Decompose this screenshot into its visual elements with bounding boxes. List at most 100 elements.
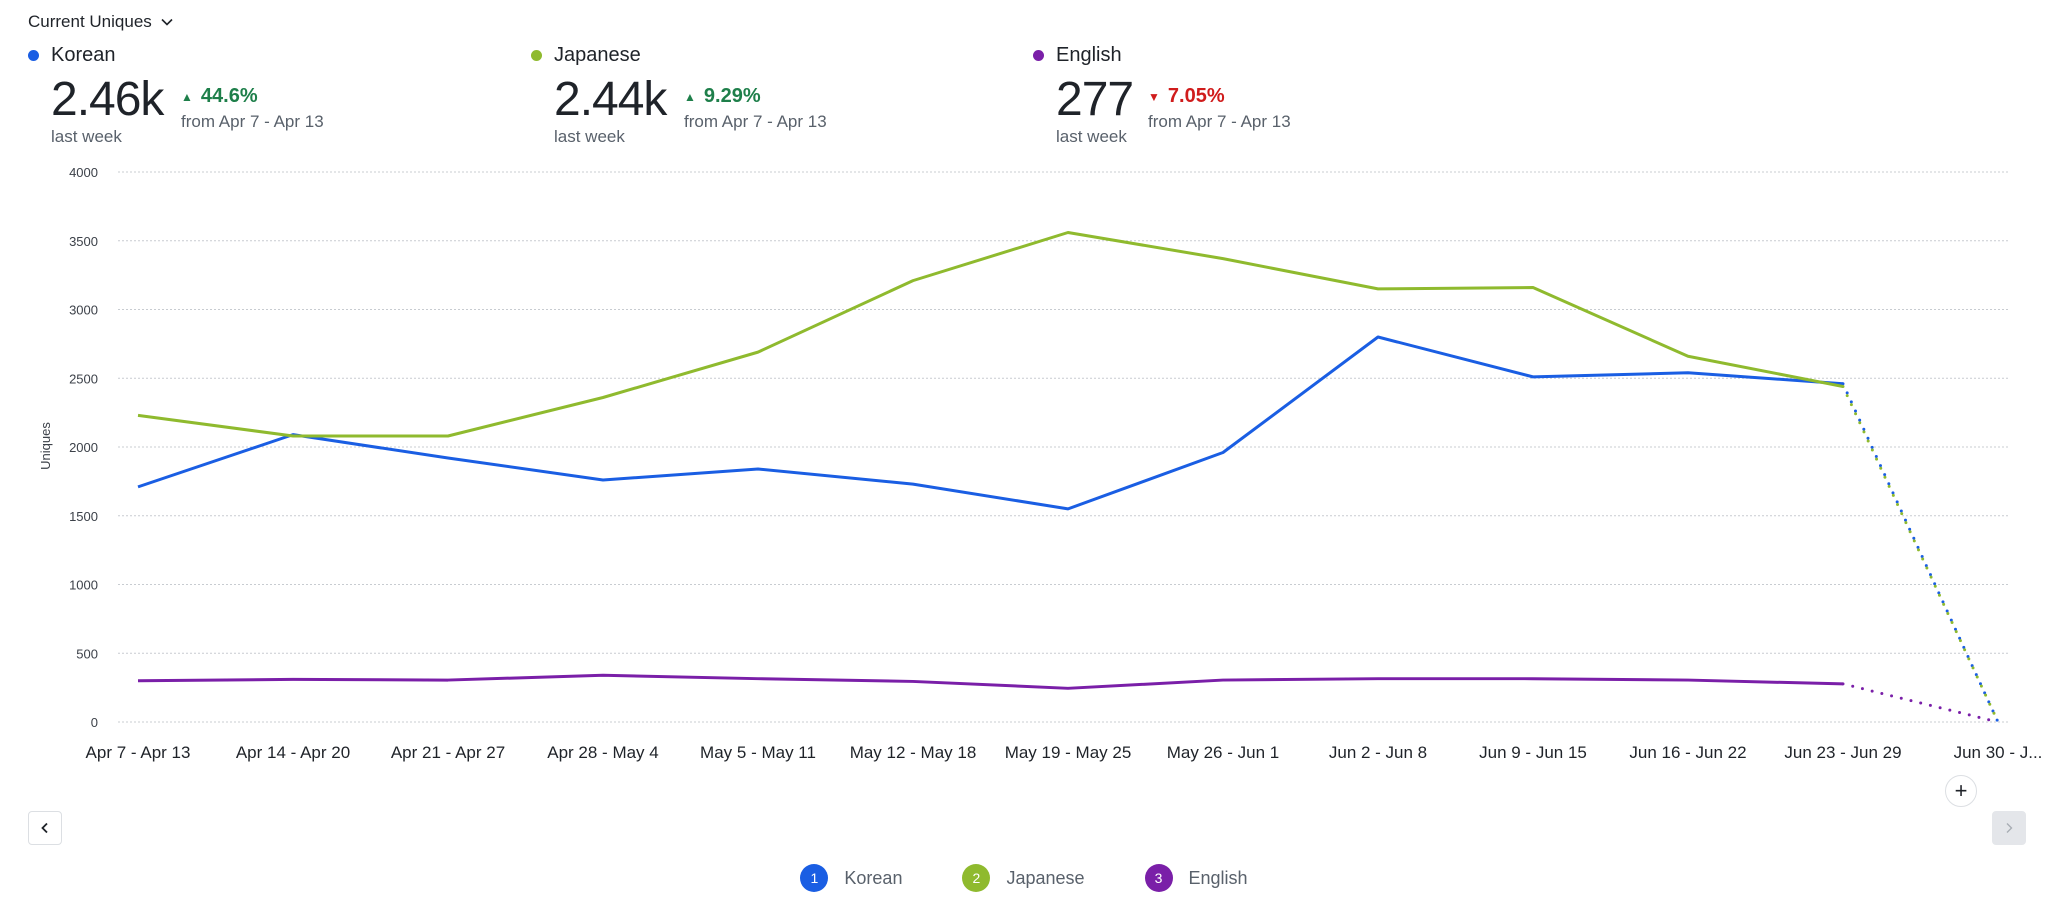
chart-legend: 1 Korean 2 Japanese 3 English [0, 864, 2048, 892]
data-point[interactable] [442, 674, 454, 686]
metric-delta: 7.05% [1167, 85, 1225, 107]
legend-badge: 2 [962, 864, 991, 892]
line-chart: 0 500 1000 1500 2000 2500 3000 3500 4000 Uniques… [38, 165, 2043, 762]
metric-value: 277 [1056, 73, 1134, 126]
y-tick-label: 3000 [69, 303, 98, 318]
series-incomplete-segment-korean [1841, 382, 2000, 724]
series-color-dot [1033, 50, 1044, 61]
metric-delta-label: from Apr 7 - Apr 13 [684, 112, 827, 131]
data-point[interactable] [1527, 282, 1539, 294]
data-point[interactable] [1837, 381, 1849, 393]
legend-badge: 3 [1144, 864, 1173, 892]
y-tick-label: 1500 [69, 509, 98, 524]
series-line-japanese [137, 231, 1844, 438]
x-tick-label: Apr 28 - May 4 [547, 743, 659, 762]
metric-delta-label: from Apr 7 - Apr 13 [181, 112, 324, 131]
arrow-down-icon: ▼ [1148, 89, 1160, 104]
metric-delta: 44.6% [200, 85, 258, 107]
data-point[interactable] [597, 669, 609, 681]
legend-badge: 1 [800, 864, 829, 892]
data-point[interactable] [1217, 674, 1229, 686]
data-point[interactable] [1372, 673, 1384, 685]
data-point[interactable] [287, 430, 299, 442]
chevron-right-icon [2006, 823, 2013, 833]
data-point[interactable] [907, 675, 919, 687]
legend-label: English [1188, 867, 1248, 888]
x-tick-label: Apr 21 - Apr 27 [391, 743, 505, 762]
summary-card-korean: Korean 2.46k last week ▲ 44.6% from Apr 7 -… [28, 44, 324, 147]
summary-card-english: English 277 last week ▼ 7.05% from Apr 7 - … [1033, 44, 1291, 147]
y-axis-label: Uniques [38, 422, 53, 470]
scroll-right-button[interactable] [1992, 811, 2026, 845]
x-tick-label: Jun 2 - Jun 8 [1329, 743, 1427, 762]
data-point[interactable] [752, 673, 764, 685]
metric-value: 2.46k [51, 73, 164, 126]
legend-item-english[interactable]: 3 English [1144, 864, 1248, 892]
data-point[interactable] [1062, 682, 1074, 694]
series-name: Japanese [554, 44, 641, 66]
y-tick-label: 1000 [69, 578, 98, 593]
x-tick-label: Jun 16 - Jun 22 [1629, 743, 1746, 762]
series-name: English [1056, 44, 1122, 66]
x-tick-label: May 12 - May 18 [850, 743, 977, 762]
data-point[interactable] [1062, 503, 1074, 515]
x-tick-label: Apr 7 - Apr 13 [86, 743, 191, 762]
metric-dropdown-label: Current Uniques [28, 12, 152, 31]
y-tick-label: 2000 [69, 440, 98, 455]
y-tick-label: 3500 [69, 234, 98, 249]
data-point[interactable] [1372, 283, 1384, 295]
add-annotation-button[interactable]: + [1945, 775, 1977, 807]
data-point[interactable] [132, 675, 144, 687]
data-point[interactable] [132, 409, 144, 421]
data-point[interactable] [1527, 371, 1539, 383]
metric-value: 2.44k [554, 73, 667, 126]
series-name: Korean [51, 44, 116, 66]
x-tick-label: Apr 14 - Apr 20 [236, 743, 350, 762]
x-tick-label: Jun 23 - Jun 29 [1784, 743, 1901, 762]
y-tick-label: 500 [76, 646, 98, 661]
data-point[interactable] [1372, 331, 1384, 343]
data-point[interactable] [1682, 674, 1694, 686]
data-point[interactable] [752, 463, 764, 475]
series-color-dot [531, 50, 542, 61]
data-point[interactable] [442, 452, 454, 464]
data-point[interactable] [1217, 447, 1229, 459]
data-point[interactable] [132, 481, 144, 493]
x-tick-label: May 19 - May 25 [1005, 743, 1132, 762]
legend-label: Korean [844, 867, 903, 888]
legend-item-japanese[interactable]: 2 Japanese [962, 864, 1085, 892]
x-tick-label: Jun 9 - Jun 15 [1479, 743, 1587, 762]
data-point[interactable] [287, 673, 299, 685]
data-point[interactable] [1682, 367, 1694, 379]
data-point[interactable] [1992, 716, 2004, 728]
chevron-left-icon [41, 822, 48, 834]
arrow-up-icon: ▲ [181, 89, 193, 104]
legend-item-korean[interactable]: 1 Korean [800, 864, 902, 892]
data-point[interactable] [907, 275, 919, 287]
data-point[interactable] [1062, 227, 1074, 239]
scroll-left-button[interactable] [28, 811, 62, 845]
series-incomplete-segment-english [1841, 682, 2000, 724]
data-point[interactable] [1682, 350, 1694, 362]
series-incomplete-segment-japanese [1841, 385, 2000, 724]
data-point[interactable] [597, 392, 609, 404]
legend-label: Japanese [1006, 867, 1085, 888]
chevron-down-icon [161, 18, 173, 26]
y-tick-label: 0 [91, 715, 98, 730]
data-point[interactable] [1837, 678, 1849, 690]
data-point[interactable] [1217, 253, 1229, 265]
metric-delta: 9.29% [703, 85, 761, 107]
arrow-up-icon: ▲ [684, 89, 696, 104]
series-line-korean [137, 335, 1844, 511]
data-point[interactable] [907, 478, 919, 490]
data-point[interactable] [1527, 673, 1539, 685]
series-line-english [137, 673, 1844, 690]
data-point[interactable] [752, 346, 764, 358]
data-point[interactable] [442, 430, 454, 442]
x-tick-label: Jun 30 - J... [1954, 743, 2043, 762]
metric-dropdown[interactable]: Current Uniques [28, 12, 174, 32]
y-tick-label: 2500 [69, 371, 98, 386]
series-color-dot [28, 50, 39, 61]
y-tick-label: 4000 [69, 165, 98, 180]
data-point[interactable] [597, 474, 609, 486]
